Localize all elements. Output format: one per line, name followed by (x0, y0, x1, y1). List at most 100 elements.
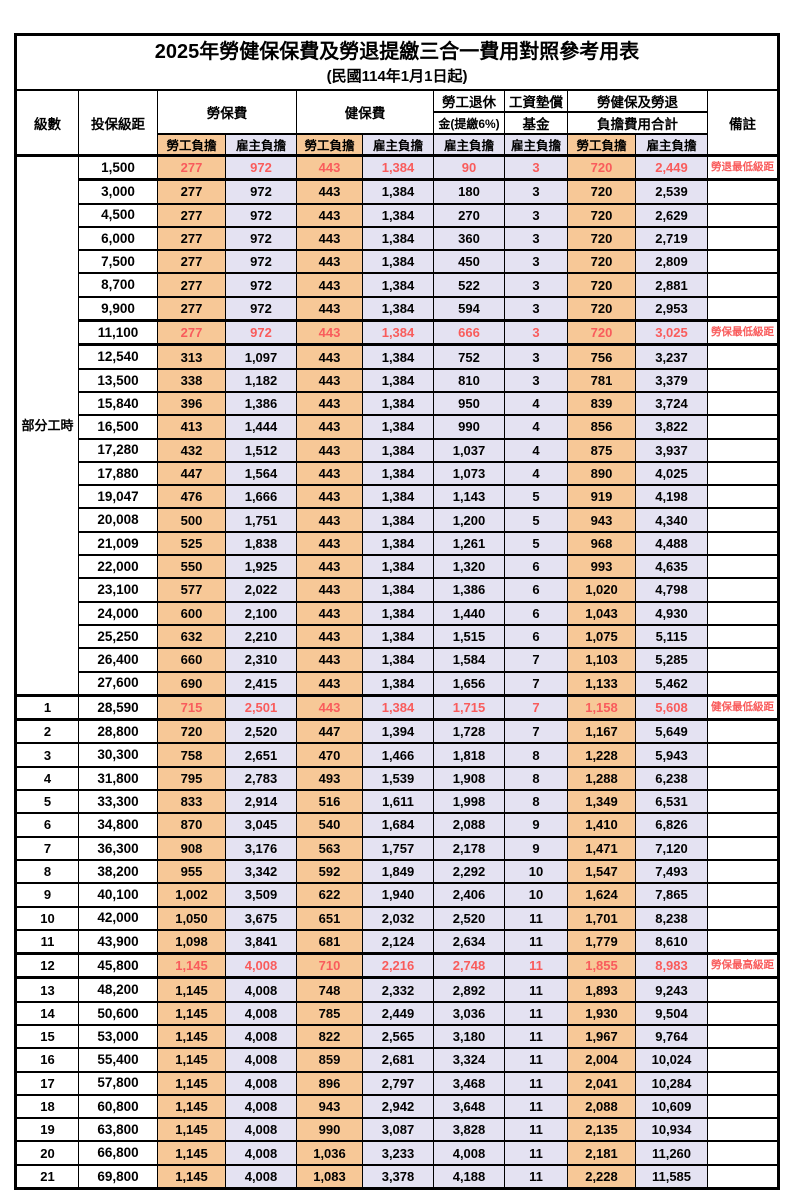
cell-total-employee: 1,967 (567, 1023, 636, 1050)
cell-labor-employer: 3,045 (225, 812, 297, 838)
cell-level: 2 (15, 718, 79, 745)
cell-total-employer: 4,488 (635, 530, 708, 557)
col-header-remark: 備註 (706, 89, 780, 157)
cell-labor-employee: 1,145 (157, 976, 226, 1003)
cell-total-employee: 968 (567, 530, 636, 557)
cell-remark (706, 1163, 780, 1190)
cell-total-employer: 3,025 (635, 319, 708, 347)
cell-remark (706, 882, 780, 908)
cell-health-employer: 1,384 (362, 202, 434, 228)
cell-health-employee: 443 (296, 484, 363, 510)
cell-remark (706, 835, 780, 861)
cell-pension-employer: 1,386 (433, 577, 505, 603)
cell-remark (706, 554, 780, 580)
cell-health-employer: 1,384 (362, 647, 434, 673)
table-row: 25,250 632 2,210 443 1,384 1,515 6 1,075 5,115 (16, 623, 780, 650)
cell-level: 10 (15, 905, 79, 931)
cell-wage-fund-employer: 6 (504, 623, 568, 650)
cell-total-employer: 10,609 (635, 1093, 708, 1120)
cell-total-employee: 839 (567, 390, 636, 417)
cell-remark (706, 976, 780, 1003)
cell-labor-employee: 1,098 (157, 928, 226, 955)
cell-total-employee: 720 (567, 202, 636, 228)
cell-wage-fund-employer: 11 (504, 1117, 568, 1143)
cell-bracket: 28,590 (78, 693, 158, 722)
cell-health-employee: 822 (296, 1023, 363, 1050)
col-header-wage-fund-line1: 工資墊償 (504, 89, 568, 113)
cell-bracket: 60,800 (78, 1093, 158, 1120)
cell-total-employer: 2,881 (635, 272, 708, 298)
cell-labor-employee: 690 (157, 670, 226, 697)
cell-health-employer: 1,611 (362, 789, 434, 815)
cell-health-employee: 1,083 (296, 1163, 363, 1190)
cell-pension-employer: 1,073 (433, 460, 505, 487)
table-row: 3,000 277 972 443 1,384 180 3 720 2,539 (16, 178, 780, 205)
cell-wage-fund-employer: 3 (504, 319, 568, 347)
cell-total-employee: 1,043 (567, 600, 636, 626)
cell-total-employee: 756 (567, 343, 636, 370)
cell-total-employee: 919 (567, 484, 636, 510)
table-row: 4 31,800 795 2,783 493 1,539 1,908 8 1,288 6,238 (15, 765, 780, 792)
cell-labor-employer: 2,310 (225, 647, 297, 673)
cell-labor-employee: 1,145 (157, 1140, 226, 1166)
cell-bracket: 66,800 (78, 1140, 158, 1166)
cell-total-employer: 3,937 (635, 437, 708, 463)
cell-health-employee: 990 (296, 1117, 363, 1143)
cell-wage-fund-employer: 6 (504, 577, 568, 603)
cell-remark (706, 670, 780, 697)
cell-total-employer: 8,610 (635, 928, 708, 955)
cell-pension-employer: 2,892 (433, 976, 505, 1003)
cell-labor-employer: 1,386 (225, 390, 297, 417)
cell-health-employee: 516 (296, 789, 363, 815)
cell-remark: 勞退最低級距 (706, 153, 780, 182)
cell-total-employer: 4,635 (635, 554, 708, 580)
cell-health-employee: 443 (296, 343, 363, 370)
cell-total-employer: 3,822 (635, 414, 708, 440)
table-row: 8,700 277 972 443 1,384 522 3 720 2,881 (16, 272, 780, 298)
cell-labor-employee: 1,145 (157, 1093, 226, 1120)
table-row: 2 28,800 720 2,520 447 1,394 1,728 7 1,167 5,649 (15, 718, 780, 745)
page-subtitle: (民國114年1月1日起) (326, 67, 468, 85)
cell-health-employer: 1,384 (362, 577, 434, 603)
cell-health-employee: 622 (296, 882, 363, 908)
cell-pension-employer: 1,656 (433, 670, 505, 697)
cell-bracket: 28,800 (78, 718, 158, 745)
cell-bracket: 33,300 (78, 789, 158, 815)
cell-bracket: 15,840 (78, 390, 158, 417)
cell-labor-employer: 4,008 (225, 1093, 297, 1120)
cell-level: 3 (15, 742, 79, 768)
cell-labor-employee: 525 (157, 530, 226, 557)
cell-health-employee: 859 (296, 1047, 363, 1073)
cell-labor-employer: 972 (225, 178, 297, 205)
subheader-health-employer: 雇主負擔 (362, 133, 434, 157)
table-row: 24,000 600 2,100 443 1,384 1,440 6 1,043 4,930 (16, 600, 780, 626)
cell-total-employee: 1,547 (567, 858, 636, 885)
table-row: 13 48,200 1,145 4,008 748 2,332 2,892 11 1,893 9,… (15, 976, 780, 1003)
cell-labor-employee: 500 (157, 507, 226, 533)
cell-remark (706, 789, 780, 815)
table-row: 20 66,800 1,145 4,008 1,036 3,233 4,008 11 2,181… (15, 1140, 780, 1166)
cell-total-employee: 2,228 (567, 1163, 636, 1190)
cell-wage-fund-employer: 6 (504, 554, 568, 580)
cell-wage-fund-employer: 10 (504, 882, 568, 908)
cell-health-employer: 1,384 (362, 554, 434, 580)
cell-labor-employee: 908 (157, 835, 226, 861)
cell-total-employee: 2,041 (567, 1070, 636, 1096)
cell-remark (706, 928, 780, 955)
table-row: 3 30,300 758 2,651 470 1,466 1,818 8 1,228 5,943 (15, 742, 780, 768)
cell-health-employee: 443 (296, 272, 363, 298)
cell-remark (706, 225, 780, 252)
cell-wage-fund-employer: 5 (504, 507, 568, 533)
cell-total-employee: 2,004 (567, 1047, 636, 1073)
cell-wage-fund-employer: 9 (504, 835, 568, 861)
cell-health-employee: 493 (296, 765, 363, 792)
cell-labor-employer: 2,783 (225, 765, 297, 792)
cell-level: 13 (15, 976, 79, 1003)
cell-pension-employer: 4,188 (433, 1163, 505, 1190)
cell-total-employer: 3,379 (635, 367, 708, 393)
cell-wage-fund-employer: 11 (504, 952, 568, 980)
cell-wage-fund-employer: 6 (504, 600, 568, 626)
cell-total-employer: 5,285 (635, 647, 708, 673)
cell-health-employer: 1,466 (362, 742, 434, 768)
